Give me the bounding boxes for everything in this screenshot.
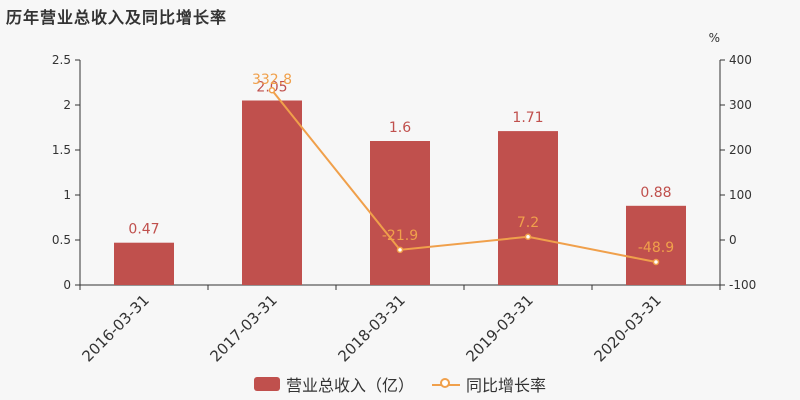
y-right-tick-label: -100 — [729, 278, 756, 292]
growth-point — [524, 233, 532, 241]
y-right-tick-label: 100 — [729, 188, 752, 202]
y-right-unit: % — [709, 31, 720, 45]
x-tick-label: 2017-03-31 — [206, 291, 280, 365]
x-tick-label: 2018-03-31 — [334, 291, 408, 365]
x-tick-label: 2020-03-31 — [590, 291, 664, 365]
y-left-tick-label: 1.5 — [52, 143, 71, 157]
y-left-tick-label: 0.5 — [52, 233, 71, 247]
y-right-tick-label: 200 — [729, 143, 752, 157]
x-tick-label: 2019-03-31 — [462, 291, 536, 365]
growth-value-label: 332.8 — [252, 72, 292, 88]
y-left-tick-label: 0 — [63, 278, 71, 292]
y-left-tick-label: 2 — [63, 98, 71, 112]
y-right-tick-label: 0 — [729, 233, 737, 247]
y-left-tick-label: 1 — [63, 188, 71, 202]
growth-value-label: -21.9 — [382, 228, 418, 244]
legend-item-growth[interactable]: 同比增长率 — [432, 372, 546, 396]
legend-swatch-bar — [253, 377, 280, 391]
bar-value-label: 1.71 — [512, 110, 543, 126]
legend-label-growth: 同比增长率 — [466, 376, 547, 395]
bar — [114, 242, 174, 285]
x-tick-label: 2016-03-31 — [78, 291, 152, 365]
growth-point — [652, 258, 660, 266]
bar-value-label: 1.6 — [389, 120, 411, 136]
legend: 营业总收入（亿） 同比增长率 — [0, 372, 800, 396]
legend-label-revenue: 营业总收入（亿） — [285, 376, 414, 395]
bar — [370, 141, 430, 285]
growth-value-label: 7.2 — [517, 215, 539, 231]
chart-title: 历年营业总收入及同比增长率 — [6, 8, 228, 27]
growth-line — [271, 89, 657, 263]
y-right-tick-label: 400 — [729, 53, 752, 67]
y-left-tick-label: 2.5 — [52, 53, 71, 67]
bar — [242, 100, 302, 285]
growth-point — [268, 86, 276, 94]
bar — [498, 131, 558, 285]
growth-point — [396, 246, 404, 254]
legend-item-revenue[interactable]: 营业总收入（亿） — [253, 372, 414, 396]
bar — [626, 205, 686, 285]
growth-value-label: -48.9 — [638, 240, 674, 256]
y-right-tick-label: 300 — [729, 98, 752, 112]
bar-value-label: 0.88 — [640, 185, 671, 201]
legend-swatch-line — [432, 377, 460, 391]
bar-value-label: 0.47 — [128, 222, 159, 238]
